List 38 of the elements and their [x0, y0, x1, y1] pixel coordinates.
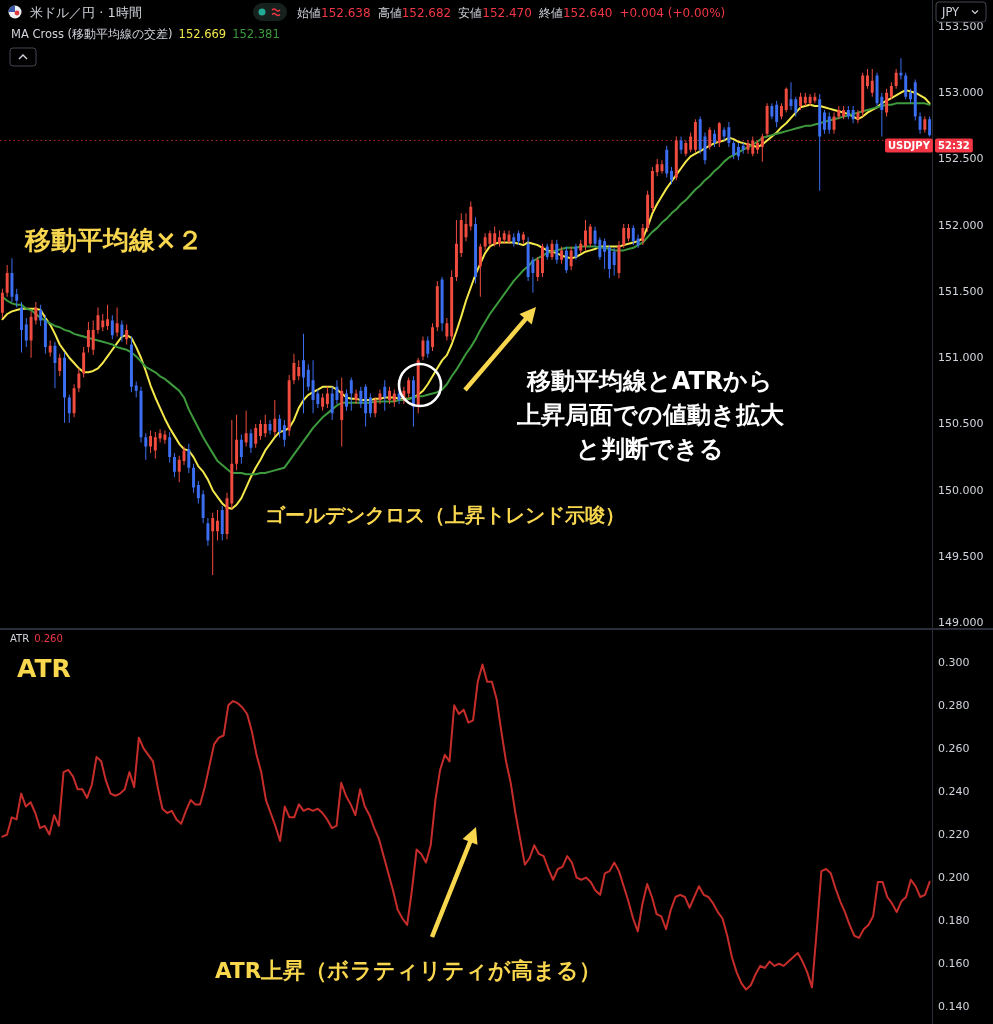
y-tick-label: 0.180	[938, 914, 970, 928]
y-tick-label: 0.280	[938, 698, 970, 712]
annotation: 安値152.470	[458, 6, 532, 20]
y-tick-label: 151.000	[938, 351, 984, 365]
chart-title: 米ドル／円 · 1時間	[30, 5, 142, 20]
annotation: 高値152.682	[377, 6, 452, 20]
y-tick-label: 0.260	[938, 741, 970, 755]
y-tick-label: 151.500	[938, 284, 984, 298]
annotation: ATR上昇（ボラティリティが高まる）	[215, 958, 602, 983]
annotation: +0.004 (+0.00%)	[619, 6, 726, 20]
text: JPY	[941, 5, 961, 19]
y-tick-label: 152.500	[938, 152, 984, 166]
y-tick-label: 150.000	[938, 483, 984, 497]
y-tick-label: 0.240	[938, 784, 970, 798]
y-tick-label: 0.300	[938, 655, 970, 669]
annotation: 152.381	[232, 27, 280, 41]
y-tick-label: 149.500	[938, 549, 984, 563]
y-tick-label: 0.140	[938, 1000, 970, 1014]
y-tick-label: 149.000	[938, 616, 984, 630]
y-tick-label: 0.200	[938, 871, 970, 885]
y-tick-label: 152.000	[938, 218, 984, 232]
y-tick-label: 0.160	[938, 957, 970, 971]
y-tick-label: 153.000	[938, 86, 984, 100]
annotation: ゴールデンクロス（上昇トレンド示唆）	[265, 504, 625, 527]
annotation: 152.669	[178, 27, 227, 41]
annotation: ATR	[17, 654, 71, 683]
annotation: 0.260	[34, 633, 63, 644]
annotation: 終値152.640	[537, 6, 613, 20]
candlestick	[899, 58, 903, 80]
annotation: 移動平均線×２	[24, 225, 203, 255]
annotation: 移動平均線とATRから上昇局面での値動き拡大と判断できる	[515, 367, 785, 463]
y-tick-label: 150.500	[938, 417, 984, 431]
y-tick-label: 0.220	[938, 828, 970, 842]
annotation: MA Cross (移動平均線の交差)	[11, 27, 173, 41]
annotation: 始値152.638	[297, 6, 371, 20]
annotation: ATR	[10, 633, 30, 644]
candlestick	[158, 429, 162, 443]
y-tick-label: 153.500	[938, 20, 984, 33]
